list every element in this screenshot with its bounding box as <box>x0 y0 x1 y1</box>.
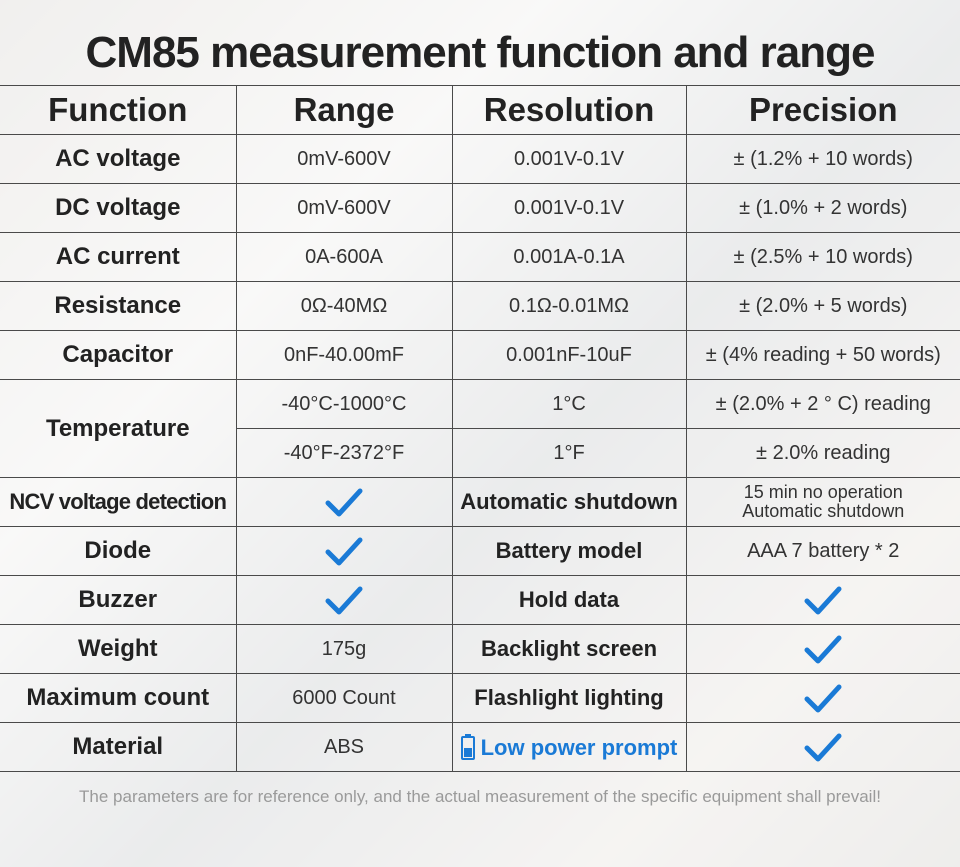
cell: 6000 Count <box>235 673 453 723</box>
feature-row: Buzzer Hold data <box>0 575 960 625</box>
check-icon <box>325 537 363 566</box>
cell: 0mV-600V <box>235 183 453 233</box>
row: AC current 0A-600A 0.001A-0.1A ± (2.5% + 10… <box>0 232 960 282</box>
function-cell: DC voltage <box>0 183 237 233</box>
cell: 0.001V-0.1V <box>451 134 687 184</box>
cell: 0A-600A <box>235 232 453 282</box>
cell: 0mV-600V <box>235 134 453 184</box>
cell: ± (1.0% + 2 words) <box>685 183 960 233</box>
main-rows: AC voltage 0mV-600V 0.001V-0.1V ± (1.2% + 1… <box>0 134 960 380</box>
title: CM85 measurement function and range <box>85 28 876 77</box>
cell: ± (4% reading + 50 words) <box>685 330 960 380</box>
header-cell: Range <box>235 85 453 135</box>
header-row: Function Range Resolution Precision <box>0 85 960 135</box>
row: Capacitor 0nF-40.00mF 0.001nF-10uF ± (4% re… <box>0 330 960 380</box>
battery-icon <box>460 733 475 760</box>
row: AC voltage 0mV-600V 0.001V-0.1V ± (1.2% + 1… <box>0 134 960 184</box>
function-cell: Capacitor <box>0 330 237 380</box>
check-icon <box>804 684 842 713</box>
cell: 0.001V-0.1V <box>451 183 687 233</box>
cell: 0nF-40.00mF <box>235 330 453 380</box>
cell <box>685 722 960 772</box>
feature-rows: NCV voltage detection Automatic shutdown 1… <box>0 477 960 772</box>
check-icon <box>804 635 842 664</box>
cell <box>685 673 960 723</box>
cell <box>685 624 960 674</box>
feature-row: Diode Battery model AAA 7 battery * 2 <box>0 526 960 576</box>
function-cell: Material <box>0 722 237 772</box>
function-cell: AC current <box>0 232 237 282</box>
temp-row: Temperature -40°C-1000°C 1°C ± (2.0% + 2… <box>0 379 960 478</box>
label-cell: Backlight screen <box>451 624 687 674</box>
cell: ABS <box>235 722 453 772</box>
cell: AAA 7 battery * 2 <box>685 526 960 576</box>
cell: 0.001A-0.1A <box>451 232 687 282</box>
cell <box>685 575 960 625</box>
spec-table: Function Range Resolution Precision AC v… <box>0 85 960 772</box>
label-cell: Automatic shutdown <box>451 477 687 527</box>
cell: 175g <box>235 624 453 674</box>
cell: 0.001nF-10uF <box>451 330 687 380</box>
header-cell: Resolution <box>451 85 687 135</box>
label-cell: Hold data <box>451 575 687 625</box>
cell: ± (1.2% + 10 words) <box>685 134 960 184</box>
function-cell: Maximum count <box>0 673 237 723</box>
cell: 1°F <box>451 428 687 478</box>
feature-row: Weight 175g Backlight screen <box>0 624 960 674</box>
temp-row: -40°F-2372°F 1°F ± 2.0% reading <box>0 428 960 478</box>
check-icon <box>804 586 842 615</box>
feature-row: NCV voltage detection Automatic shutdown 1… <box>0 477 960 527</box>
cell <box>235 575 453 625</box>
function-cell: Resistance <box>0 281 237 331</box>
check-icon <box>325 586 363 615</box>
cell: -40°F-2372°F <box>236 428 453 478</box>
function-cell: Weight <box>0 624 237 674</box>
feature-row: Maximum count 6000 Count Flashlight lighti… <box>0 673 960 723</box>
cell: 15 min no operation Automatic shutdown <box>685 477 960 527</box>
cell: ± (2.0% + 5 words) <box>685 281 960 331</box>
feature-row: Material ABS Low power prompt <box>0 722 960 772</box>
footnote: The parameters are for reference only, a… <box>79 787 881 806</box>
cell: ± 2.0% reading <box>685 428 960 478</box>
label-text: Low power prompt <box>480 734 678 760</box>
row: DC voltage 0mV-600V 0.001V-0.1V ± (1.0% + 2… <box>0 183 960 233</box>
function-cell: Temperature <box>0 379 237 478</box>
function-cell: AC voltage <box>0 134 237 184</box>
cell: ± (2.5% + 10 words) <box>685 232 960 282</box>
cell: ± (2.0% + 2 ° C) reading <box>685 379 960 429</box>
cell: 0Ω-40MΩ <box>235 281 453 331</box>
cell: 1°C <box>451 379 687 429</box>
label-cell: Battery model <box>451 526 687 576</box>
row: Resistance 0Ω-40MΩ 0.1Ω-0.01MΩ ± (2.0% + 5 … <box>0 281 960 331</box>
label-cell: Flashlight lighting <box>451 673 687 723</box>
header-cell: Function <box>0 85 237 135</box>
header-cell: Precision <box>685 85 960 135</box>
label-cell: Low power prompt <box>451 722 687 772</box>
function-cell: Buzzer <box>0 575 237 625</box>
function-cell: NCV voltage detection <box>0 477 237 527</box>
cell <box>235 526 453 576</box>
check-icon <box>804 733 842 762</box>
check-icon <box>325 488 363 517</box>
function-cell: Diode <box>0 526 237 576</box>
cell: -40°C-1000°C <box>235 379 453 429</box>
cell: 0.1Ω-0.01MΩ <box>451 281 687 331</box>
cell <box>235 477 453 527</box>
